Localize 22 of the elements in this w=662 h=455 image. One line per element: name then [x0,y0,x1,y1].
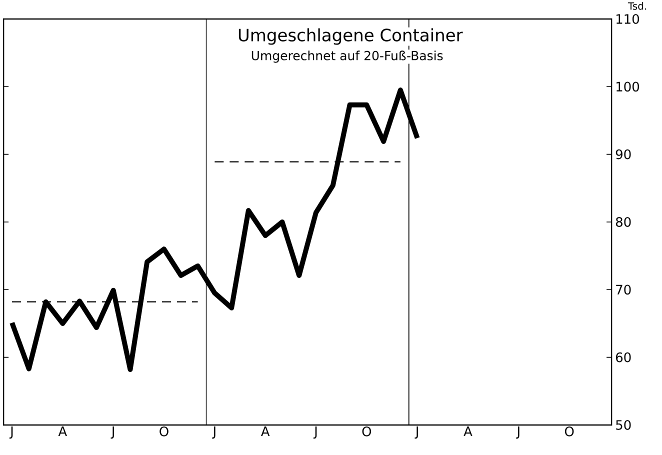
x-tick-label: O [564,426,574,436]
y-tick-label: 70 [616,284,631,295]
y-tick-label: 110 [616,14,640,24]
y-tick-label: 90 [616,149,631,160]
x-tick-label: J [110,426,114,439]
x-tick-label: J [516,426,520,439]
y-axis-title: Tsd. [628,2,646,10]
y-tick-label: 80 [616,217,631,227]
x-tick-label: J [212,426,216,439]
text: Umgerechnet auf 20-Fuß-Basis [252,50,443,63]
x-tick-label: A [58,426,68,436]
x-tick-label: A [464,426,472,436]
y-tick-label: 100 [616,82,640,92]
x-tick-label: O [160,426,168,436]
y-tick-label: 50 [616,420,631,430]
y-tick-label: 60 [616,352,631,362]
x-tick-label: J [414,426,418,439]
x-tick-label: O [362,426,372,436]
x-tick-label: J [313,426,317,439]
x-tick-label: A [260,426,270,436]
x-tick-label: J [9,426,13,439]
text: Umgeschlagene Container [238,28,463,45]
